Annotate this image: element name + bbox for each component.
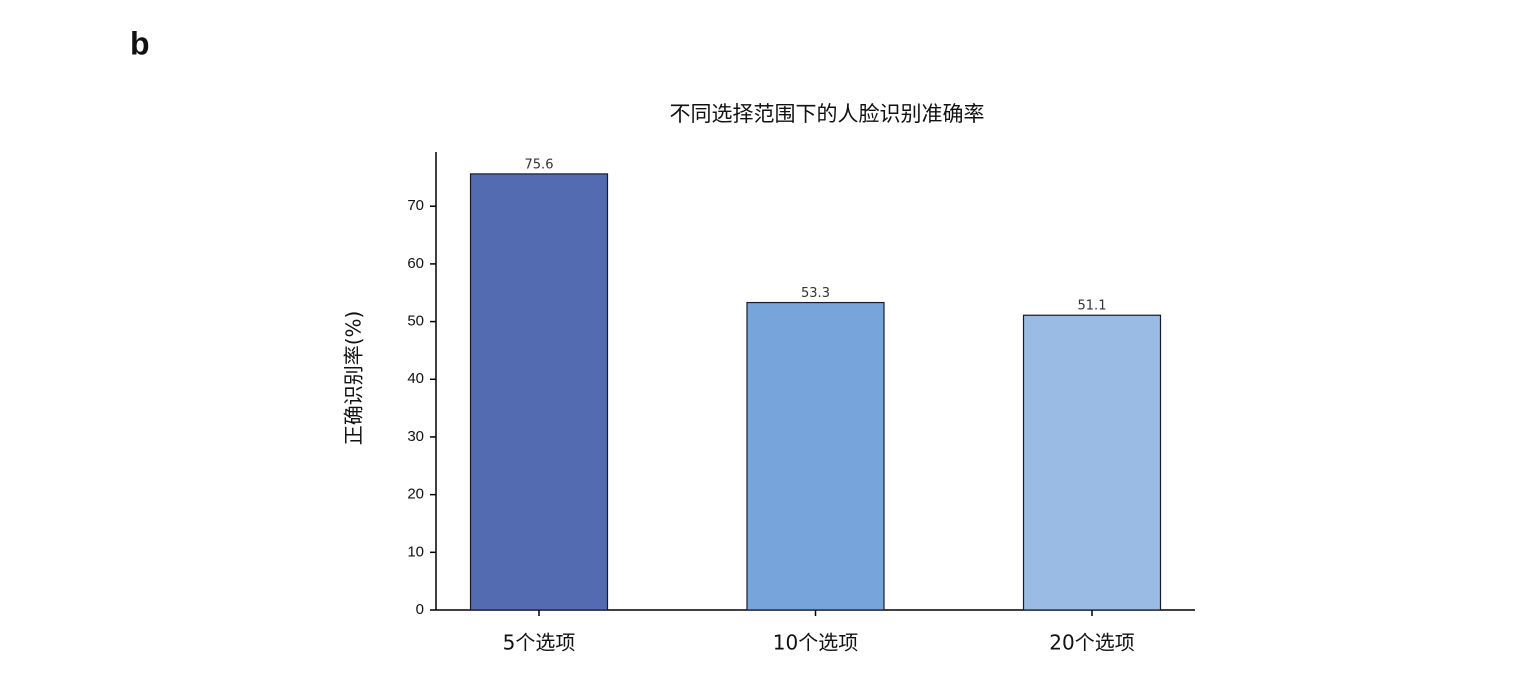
- value-label: 51.1: [1078, 299, 1107, 314]
- x-tick-label: 5个选项: [503, 631, 576, 655]
- panel-label: b: [130, 25, 150, 61]
- y-tick-label: 60: [407, 255, 424, 272]
- y-tick-label: 50: [407, 313, 424, 330]
- chart-title: 不同选择范围下的人脸识别准确率: [670, 102, 985, 126]
- y-tick-label: 0: [416, 601, 424, 618]
- value-label: 75.6: [525, 157, 554, 172]
- y-axis-label: 正确识别率(%): [342, 311, 366, 446]
- x-tick-label: 20个选项: [1049, 631, 1134, 655]
- value-label: 53.3: [801, 286, 830, 301]
- bar: [1022, 314, 1162, 611]
- y-tick-label: 40: [407, 370, 424, 387]
- y-tick-label: 10: [407, 543, 424, 560]
- y-tick-label: 30: [407, 428, 424, 445]
- y-tick-label: 20: [407, 486, 424, 503]
- y-tick-label: 70: [407, 197, 424, 214]
- bar: [469, 173, 609, 611]
- x-tick-label: 10个选项: [773, 631, 858, 655]
- bar: [746, 301, 885, 611]
